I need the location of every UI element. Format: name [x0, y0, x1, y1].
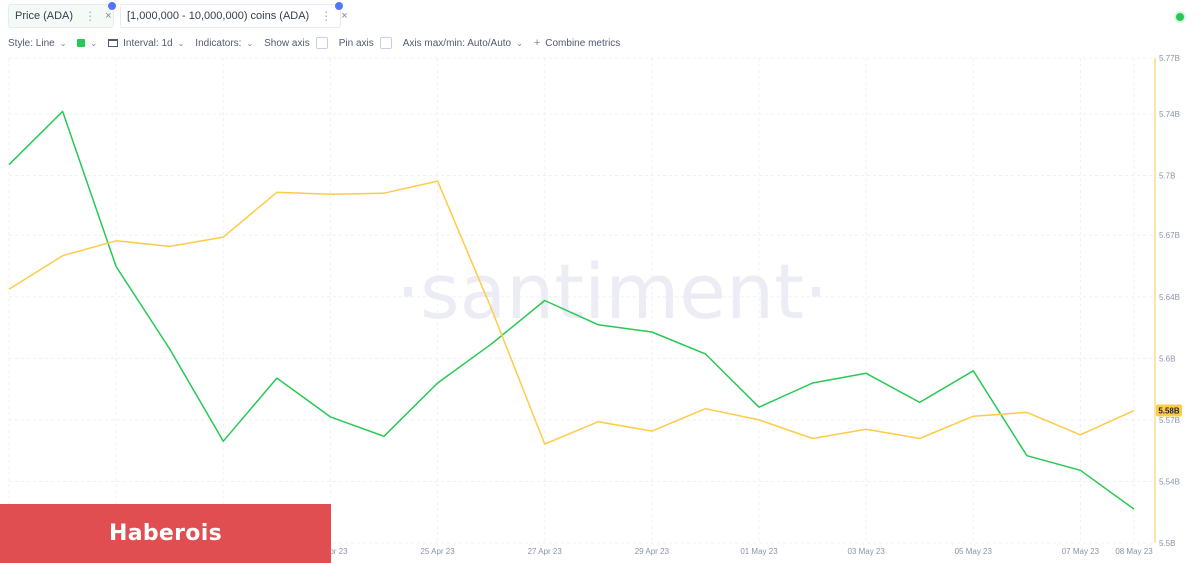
indicators-dropdown[interactable]: Indicators: ⌄: [195, 38, 253, 49]
settings-badge-icon[interactable]: [334, 1, 344, 11]
indicators-label: Indicators:: [195, 37, 242, 49]
axis-minmax-label: Axis max/min: Auto/Auto: [402, 37, 512, 49]
live-status-dot: [1176, 13, 1184, 21]
x-tick-label: 01 May 23: [740, 547, 778, 556]
x-tick-label: 27 Apr 23: [528, 547, 563, 556]
chevron-down-icon: ⌄: [177, 38, 185, 48]
price-series-line: [8, 110, 1135, 510]
last-value-bg: [1156, 404, 1182, 417]
style-dropdown[interactable]: Style: Line ⌄: [8, 38, 66, 49]
settings-badge-icon[interactable]: [107, 1, 117, 11]
chart-series: [8, 110, 1135, 510]
last-value-tag: 5.58B: [1156, 404, 1182, 417]
interval-dropdown[interactable]: Interval: 1d ⌄: [108, 38, 184, 49]
pin-axis-label: Pin axis: [338, 37, 374, 49]
pin-axis-toggle[interactable]: Pin axis: [339, 37, 392, 49]
y-tick-label: 5.7B: [1159, 172, 1175, 181]
x-tick-label: 05 May 23: [955, 547, 993, 556]
x-tick-label: 29 Apr 23: [635, 547, 670, 556]
y-tick-label: 5.6B: [1159, 354, 1175, 363]
x-tick-label: 08 May 23: [1115, 547, 1153, 556]
chevron-down-icon: ⌄: [516, 38, 523, 48]
chevron-down-icon: ⌄: [59, 38, 67, 48]
metric-chip-holders[interactable]: [1,000,000 - 10,000,000) coins (ADA) ⋮ ×: [120, 1, 348, 28]
right-axis-ticks: 5.77B 5.74B 5.7B 5.67B 5.64B 5.6B 5.57B 5.54B 5.…: [1159, 54, 1180, 548]
close-icon[interactable]: ×: [341, 10, 348, 22]
last-value-label: 5.58B: [1158, 407, 1180, 416]
x-tick-label: 25 Apr 23: [420, 547, 455, 556]
y-tick-label: 5.5B: [1159, 539, 1175, 548]
show-axis-label: Show axis: [264, 37, 310, 49]
y-tick-label: 5.77B: [1159, 54, 1180, 63]
santiment-watermark: ·santiment·: [396, 247, 828, 336]
calendar-icon: [108, 39, 119, 47]
x-tick-label: 07 May 23: [1062, 547, 1100, 556]
y-tick-label: 5.57B: [1159, 416, 1180, 425]
chevron-down-icon: ⌄: [90, 38, 98, 48]
close-icon[interactable]: ×: [105, 10, 112, 22]
color-swatch: [77, 39, 86, 47]
kebab-menu-icon[interactable]: ⋮: [320, 9, 333, 23]
banner-text: Haberois: [109, 521, 222, 546]
holders-series-line: [8, 180, 1135, 445]
chevron-down-icon: ⌄: [246, 38, 254, 48]
show-axis-checkbox[interactable]: [315, 37, 328, 49]
axis-minmax-dropdown[interactable]: Axis max/min: Auto/Auto ⌄: [403, 38, 523, 49]
y-tick-label: 5.54B: [1159, 477, 1180, 486]
combine-metrics-button[interactable]: + Combine metrics: [534, 37, 620, 49]
show-axis-toggle[interactable]: Show axis: [264, 37, 328, 49]
metric-chip-price[interactable]: Price (ADA) ⋮ ×: [8, 1, 117, 28]
interval-label: Interval: 1d: [123, 37, 173, 49]
plus-icon: +: [533, 37, 541, 49]
metric-label: Price (ADA): [15, 10, 74, 22]
y-tick-label: 5.64B: [1159, 293, 1180, 302]
style-label: Style: Line: [8, 37, 55, 49]
metric-label: [1,000,000 - 10,000,000) coins (ADA): [127, 10, 310, 22]
haberois-banner: Haberois: [0, 504, 331, 563]
combine-metrics-label: Combine metrics: [545, 37, 621, 49]
x-tick-label: 03 May 23: [847, 547, 885, 556]
kebab-menu-icon[interactable]: ⋮: [84, 9, 97, 23]
y-tick-label: 5.74B: [1159, 110, 1180, 119]
y-tick-label: 5.67B: [1159, 231, 1180, 240]
color-picker[interactable]: ⌄: [77, 39, 97, 48]
chart-toolbar: Style: Line ⌄ ⌄ Interval: 1d ⌄ Indicator…: [8, 34, 631, 52]
pin-axis-checkbox[interactable]: [379, 37, 392, 49]
